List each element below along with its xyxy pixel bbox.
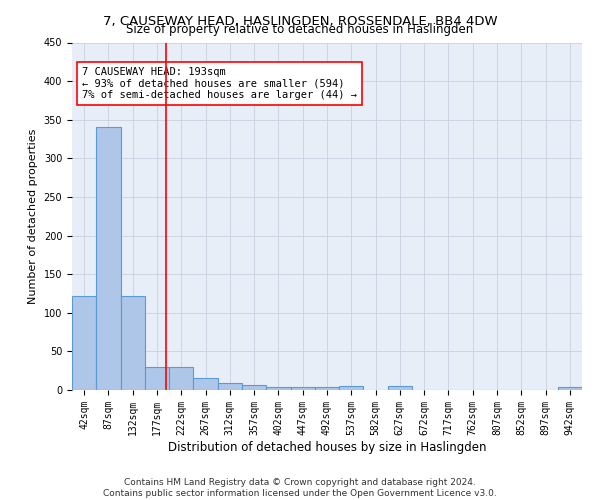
Bar — [145, 367, 169, 390]
Bar — [266, 387, 290, 390]
Text: Size of property relative to detached houses in Haslingden: Size of property relative to detached ho… — [127, 22, 473, 36]
Bar — [96, 128, 121, 390]
Bar — [218, 383, 242, 390]
X-axis label: Distribution of detached houses by size in Haslingden: Distribution of detached houses by size … — [168, 440, 486, 454]
Text: Contains HM Land Registry data © Crown copyright and database right 2024.
Contai: Contains HM Land Registry data © Crown c… — [103, 478, 497, 498]
Bar — [388, 386, 412, 390]
Text: 7 CAUSEWAY HEAD: 193sqm
← 93% of detached houses are smaller (594)
7% of semi-de: 7 CAUSEWAY HEAD: 193sqm ← 93% of detache… — [82, 67, 357, 100]
Text: 7, CAUSEWAY HEAD, HASLINGDEN, ROSSENDALE, BB4 4DW: 7, CAUSEWAY HEAD, HASLINGDEN, ROSSENDALE… — [103, 15, 497, 28]
Bar — [72, 296, 96, 390]
Bar — [242, 384, 266, 390]
Y-axis label: Number of detached properties: Number of detached properties — [28, 128, 38, 304]
Bar — [121, 296, 145, 390]
Bar — [290, 387, 315, 390]
Bar — [339, 386, 364, 390]
Bar — [169, 367, 193, 390]
Bar — [558, 387, 582, 390]
Bar — [193, 378, 218, 390]
Bar — [315, 387, 339, 390]
